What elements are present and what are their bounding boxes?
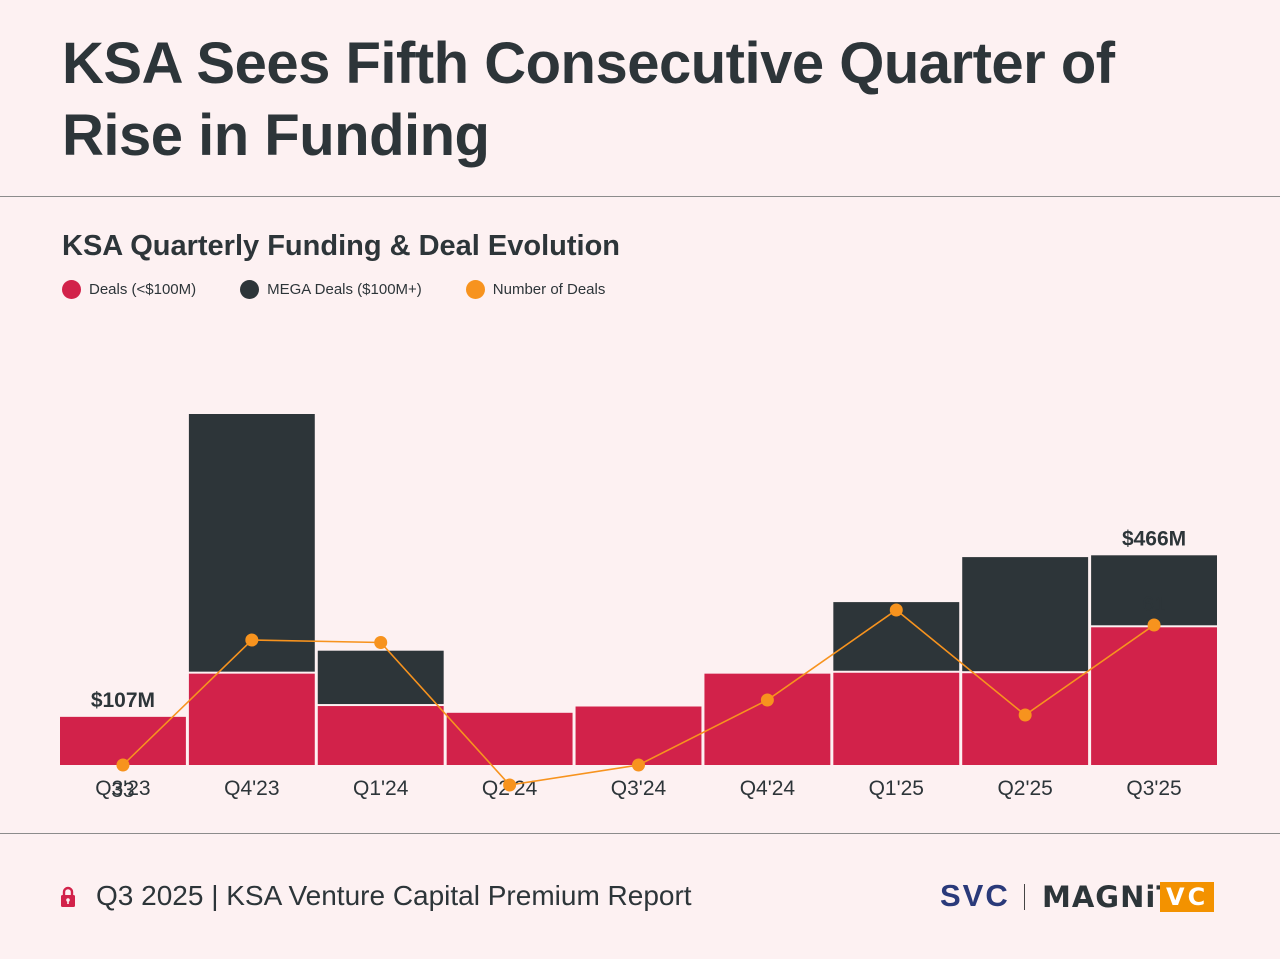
- bar-mega-7: [962, 557, 1089, 672]
- bar-deals-5: [704, 673, 831, 765]
- bar-deals-4: [575, 706, 702, 765]
- top-divider: [0, 196, 1280, 197]
- legend-item-deals: Deals (<$100M): [62, 280, 196, 299]
- bar-deals-8: [1091, 627, 1217, 765]
- legend-label-number-of-deals: Number of Deals: [492, 281, 606, 298]
- funding-chart: Q3'23Q4'23Q1'24Q2'24Q3'24Q4'24Q1'25Q2'25…: [60, 414, 1217, 802]
- line-point-4: [632, 758, 645, 772]
- line-point-label-0: 33: [111, 779, 134, 802]
- legend-swatch-number-of-deals: [465, 280, 485, 299]
- line-point-6: [889, 603, 903, 617]
- line-point-5: [760, 693, 774, 707]
- legend-item-number-of-deals: Number of Deals: [465, 280, 606, 299]
- x-tick-label-0: Q3'23: [95, 777, 150, 800]
- page-title: KSA Sees Fifth Consecutive Quarter of Ri…: [62, 31, 1115, 168]
- bar-deals-2: [317, 706, 444, 765]
- x-tick-label-1: Q4'23: [224, 777, 279, 800]
- legend-label-mega: MEGA Deals ($100M+): [267, 281, 422, 298]
- x-tick-label-6: Q1'25: [869, 777, 924, 800]
- bar-total-label-8: $466M: [1122, 527, 1186, 550]
- bar-deals-6: [833, 672, 960, 765]
- x-tick-label-8: Q3'25: [1126, 777, 1181, 800]
- x-tick-label-5: Q4'24: [740, 777, 796, 800]
- line-point-3: [503, 778, 517, 792]
- chart-title: KSA Quarterly Funding & Deal Evolution: [62, 230, 621, 262]
- legend-item-mega: MEGA Deals ($100M+): [240, 280, 422, 299]
- bar-deals-3: [446, 712, 573, 765]
- footer-report-label: Q3 2025 | KSA Venture Capital Premium Re…: [96, 880, 692, 911]
- bar-deals-0: [60, 716, 186, 765]
- vc-logo-badge: VC: [1160, 882, 1215, 912]
- x-tick-label-7: Q2'25: [997, 777, 1052, 800]
- bar-deals-1: [188, 673, 315, 765]
- bar-total-label-0: $107M: [91, 689, 155, 712]
- line-point-1: [245, 633, 259, 647]
- x-tick-label-2: Q1'24: [353, 777, 409, 800]
- legend-label-deals: Deals (<$100M): [89, 281, 197, 298]
- bottom-divider: [0, 833, 1280, 834]
- line-point-label-8: 61: [1142, 593, 1165, 616]
- line-point-0: [116, 758, 130, 772]
- logo-separator: [1024, 884, 1025, 910]
- lock-icon: [61, 886, 75, 907]
- bar-mega-8: [1091, 555, 1217, 626]
- line-point-2: [374, 636, 388, 649]
- line-point-7: [1018, 708, 1032, 722]
- legend-swatch-deals: [62, 280, 81, 299]
- svc-logo: SVC: [940, 878, 1010, 913]
- line-point-8: [1147, 618, 1161, 632]
- x-tick-label-4: Q3'24: [611, 777, 667, 800]
- bar-mega-1: [188, 414, 315, 672]
- bar-mega-2: [317, 650, 444, 705]
- chart-legend: Deals (<$100M) MEGA Deals ($100M+) Numbe…: [62, 280, 649, 299]
- legend-swatch-mega: [240, 280, 260, 299]
